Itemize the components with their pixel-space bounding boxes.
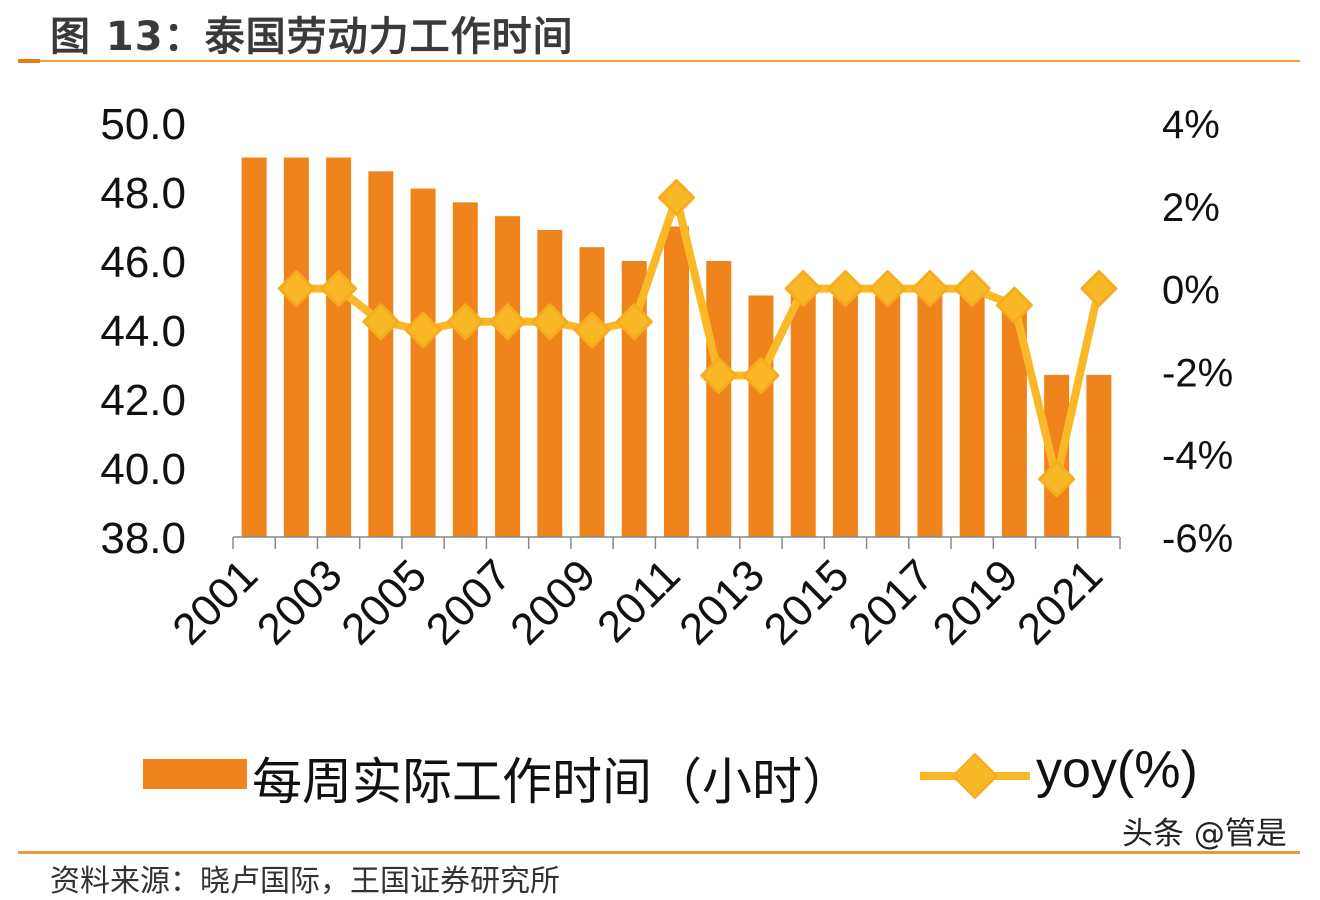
bar	[283, 157, 309, 537]
line-series-yoy	[277, 179, 1118, 498]
legend-line-diamond-icon	[920, 753, 1030, 799]
bar	[917, 295, 943, 537]
yoy-diamond-marker	[700, 357, 738, 395]
yoy-diamond-marker	[911, 270, 949, 308]
yoy-diamond-marker	[320, 270, 358, 308]
x-tick-label: 2003	[248, 550, 352, 654]
yoy-diamond-marker	[531, 303, 569, 341]
legend-bar-swatch	[143, 759, 247, 789]
yoy-diamond-marker	[869, 270, 907, 308]
bar	[706, 261, 732, 537]
left-tick-label: 42.0	[100, 376, 186, 425]
bar	[959, 295, 985, 537]
x-tick-label: 2015	[755, 550, 859, 654]
bar	[452, 202, 478, 537]
x-axis	[232, 536, 1121, 549]
left-y-axis: 50.0 48.0 46.0 44.0 42.0 40.0 38.0	[100, 100, 186, 563]
bar	[832, 295, 858, 537]
x-tick-label: 2021	[1008, 550, 1112, 654]
left-tick-label: 46.0	[100, 238, 186, 287]
x-tick-label: 2001	[163, 550, 267, 654]
yoy-diamond-marker	[615, 303, 653, 341]
title-divider-accent	[18, 59, 40, 63]
right-y-axis: 4% 2% 0% -2% -4% -6%	[1162, 103, 1233, 561]
yoy-diamond-marker	[784, 270, 822, 308]
bar	[495, 216, 521, 537]
bar-series-weekly-hours	[241, 157, 1112, 538]
left-tick-label: 38.0	[100, 514, 186, 563]
yoy-diamond-marker	[953, 270, 991, 308]
bar	[748, 295, 774, 537]
left-tick-label: 40.0	[100, 445, 186, 494]
bar	[326, 157, 352, 537]
bar	[241, 157, 267, 537]
x-tick-label: 2013	[670, 550, 774, 654]
source-note: 资料来源：晓卢国际，王国证券研究所	[50, 864, 560, 899]
yoy-diamond-marker	[1038, 460, 1076, 498]
chart-legend: 每周实际工作时间（小时） yoy(%)	[0, 740, 1320, 820]
bar	[875, 295, 901, 537]
bottom-divider	[18, 851, 1300, 854]
left-tick-label: 48.0	[100, 169, 186, 218]
combo-chart: 50.0 48.0 46.0 44.0 42.0 40.0 38.0 4% 2% 0% -2% -4…	[100, 100, 1233, 654]
x-tick-label: 2011	[588, 550, 690, 652]
bar	[368, 171, 394, 538]
bar	[579, 247, 605, 537]
x-tick-label: 2019	[924, 550, 1028, 654]
yoy-diamond-marker	[277, 270, 315, 308]
title-divider	[18, 60, 1300, 62]
bar	[410, 188, 436, 538]
yoy-diamond-marker	[658, 179, 695, 217]
right-tick-label: -2%	[1162, 351, 1233, 395]
bar	[1086, 374, 1112, 537]
bar	[790, 295, 816, 537]
yoy-diamond-marker	[404, 311, 442, 349]
yoy-diamond-marker	[489, 303, 527, 341]
right-tick-label: 0%	[1162, 269, 1220, 313]
x-tick-label: 2007	[417, 550, 521, 654]
yoy-diamond-marker	[742, 357, 780, 395]
yoy-diamond-marker	[826, 270, 864, 308]
chart-title: 图 13：泰国劳动力工作时间	[50, 14, 574, 60]
right-tick-label: 2%	[1162, 186, 1220, 230]
legend-line-label: yoy(%)	[1036, 741, 1198, 799]
x-tick-label: 2017	[839, 550, 943, 654]
bar	[537, 229, 563, 537]
right-tick-label: -6%	[1162, 517, 1233, 561]
x-tick-label: 2009	[501, 550, 605, 654]
left-tick-label: 50.0	[100, 100, 186, 149]
yoy-diamond-marker	[995, 286, 1033, 324]
left-tick-label: 44.0	[100, 307, 186, 356]
right-tick-label: 4%	[1162, 103, 1220, 147]
x-axis-labels: 2001200320052007200920112013201520172019…	[163, 550, 1112, 654]
right-tick-label: -4%	[1162, 434, 1233, 478]
legend-bar-label: 每周实际工作时间（小时）	[252, 753, 852, 811]
x-tick-label: 2005	[332, 550, 436, 654]
watermark: 头条 @管是	[1122, 816, 1287, 852]
bar	[664, 226, 689, 537]
yoy-diamond-marker	[446, 303, 484, 341]
yoy-diamond-marker	[362, 303, 400, 341]
yoy-diamond-marker	[1080, 270, 1118, 308]
yoy-diamond-marker	[573, 311, 611, 349]
